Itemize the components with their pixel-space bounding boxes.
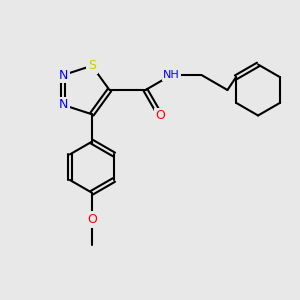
Text: S: S [88, 59, 96, 72]
Text: NH: NH [163, 70, 180, 80]
Text: O: O [156, 110, 165, 122]
Text: N: N [59, 68, 68, 82]
Text: O: O [87, 213, 97, 226]
Text: N: N [59, 98, 68, 112]
